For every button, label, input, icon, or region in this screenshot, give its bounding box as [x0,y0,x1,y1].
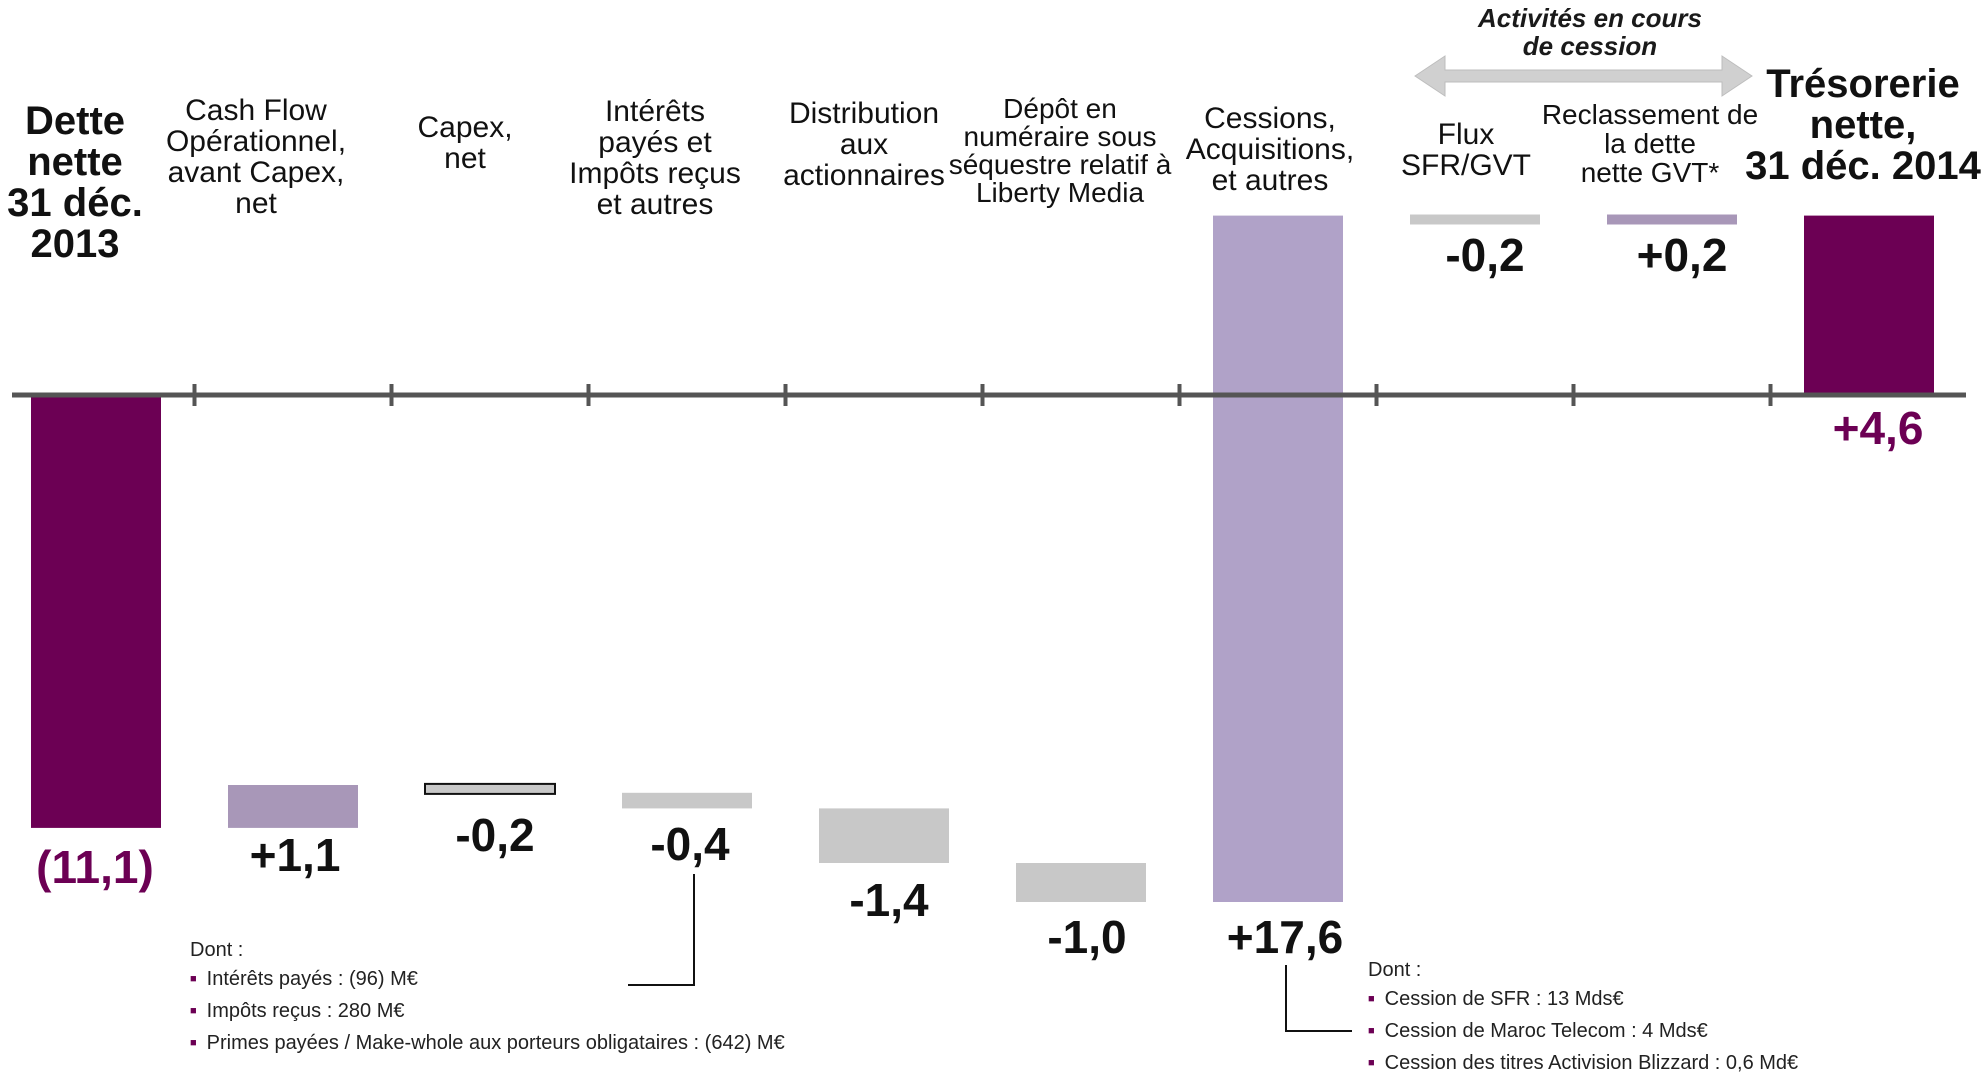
category-label-line: actionnaires [783,159,945,192]
category-label-line: séquestre relatif à [948,149,1172,180]
note-title: Dont : [1368,959,1422,981]
category-label-line: numéraire sous [963,121,1157,152]
note-item: Cession des titres Activision Blizzard :… [1368,1049,1799,1081]
category-label-line: nette [27,140,123,184]
value-label-depot: -1,0 [1047,911,1127,963]
bar-9 [1804,215,1934,395]
note-interets: Dont : Intérêts payés : (96) M€ Impôts r… [190,936,785,1061]
category-label-line: payés et [598,126,712,159]
note-item: Cession de SFR : 13 Mds€ [1368,985,1798,1017]
category-label-line: 31 déc. 2014 [1745,144,1981,188]
note-item: Impôts reçus : 280 M€ [190,997,785,1029]
category-label-line: Impôts reçus [569,157,741,190]
category-label-line: Intérêts [604,95,706,128]
note-title: Dont : [190,939,244,961]
section-title: Activités en cours de cession [1440,4,1740,60]
category-label-line: Reclassement de [1541,99,1759,130]
category-label-line: Flux [1437,118,1495,151]
category-label-line: Cash Flow [185,94,327,127]
category-label-flux-sfr-gvt: Flux SFR/GVT [1386,119,1546,181]
category-label-line: net [444,142,486,175]
note-connector-cessions [1285,965,1352,1032]
category-label-line: 2013 [30,222,120,266]
category-label-distribution: Distribution aux actionnaires [764,98,964,191]
category-label-line: Cessions, [1204,102,1336,135]
category-label-line: Liberty Media [975,177,1145,208]
category-label-tresorerie-2014: Trésorerie nette, 31 déc. 2014 [1745,64,1981,187]
bar-2 [424,782,556,795]
category-label-line: la dette [1604,128,1696,159]
bar-7 [1410,214,1540,225]
category-label-line: Opérationnel, [165,125,347,158]
bar-3 [622,792,752,809]
value-label-distribution: -1,4 [849,874,929,926]
category-label-line: et autres [1211,164,1329,197]
category-label-line: Acquisitions, [1185,133,1355,166]
double-arrow-icon [1414,55,1753,97]
value-label-dette-2013: (11,1) [36,841,154,893]
category-label-line: Trésorerie [1766,62,1960,106]
value-label-interets: -0,4 [650,818,730,870]
note-cessions: Dont : Cession de SFR : 13 Mds€ Cession … [1368,956,1798,1081]
section-title-line-1: Activités en cours [1478,3,1702,33]
value-label-cessions: +17,6 [1226,911,1344,963]
category-label-line: aux [839,128,889,161]
category-label-line: Dépôt en [1003,93,1117,124]
bar-0 [31,395,161,828]
category-label-line: SFR/GVT [1400,149,1531,182]
value-label-reclassement: +0,2 [1636,229,1728,281]
bar-4 [819,808,949,863]
category-label-line: nette GVT* [1580,157,1720,188]
category-label-capex: Capex, net [385,112,545,174]
category-label-line: et autres [596,188,714,221]
note-item: Intérêts payés : (96) M€ [190,965,785,997]
note-item: Cession de Maroc Telecom : 4 Mds€ [1368,1017,1798,1049]
category-label-cash-flow: Cash Flow Opérationnel, avant Capex, net [156,95,356,219]
section-title-line-2: de cession [1522,31,1658,61]
value-label-capex: -0,2 [455,809,535,861]
category-label-reclassement: Reclassement de la dette nette GVT* [1540,100,1760,187]
bar-5 [1016,863,1146,902]
category-label-interets: Intérêts payés et Impôts reçus et autres [555,96,755,220]
bar-6 [1213,215,1343,903]
value-label-flux-sfr-gvt: -0,2 [1445,229,1525,281]
category-label-cessions: Cessions, Acquisitions, et autres [1170,103,1370,196]
value-label-tresorerie-2014: +4,6 [1832,402,1924,454]
category-label-line: net [235,187,277,220]
category-label-line: 31 déc. [7,181,143,225]
note-item: Primes payées / Make-whole aux porteurs … [190,1029,785,1061]
category-label-depot: Dépôt en numéraire sous séquestre relati… [945,95,1175,207]
category-label-line: Dette [24,99,126,143]
category-label-dette-2013: Dette nette 31 déc. 2013 [0,101,150,265]
bar-1 [228,785,358,828]
category-label-line: Capex, [417,111,513,144]
bar-8 [1607,214,1737,225]
category-label-line: avant Capex, [167,156,345,189]
category-label-line: Distribution [788,97,940,130]
category-label-line: nette, [1809,103,1917,147]
value-label-cash-flow: +1,1 [249,829,341,881]
